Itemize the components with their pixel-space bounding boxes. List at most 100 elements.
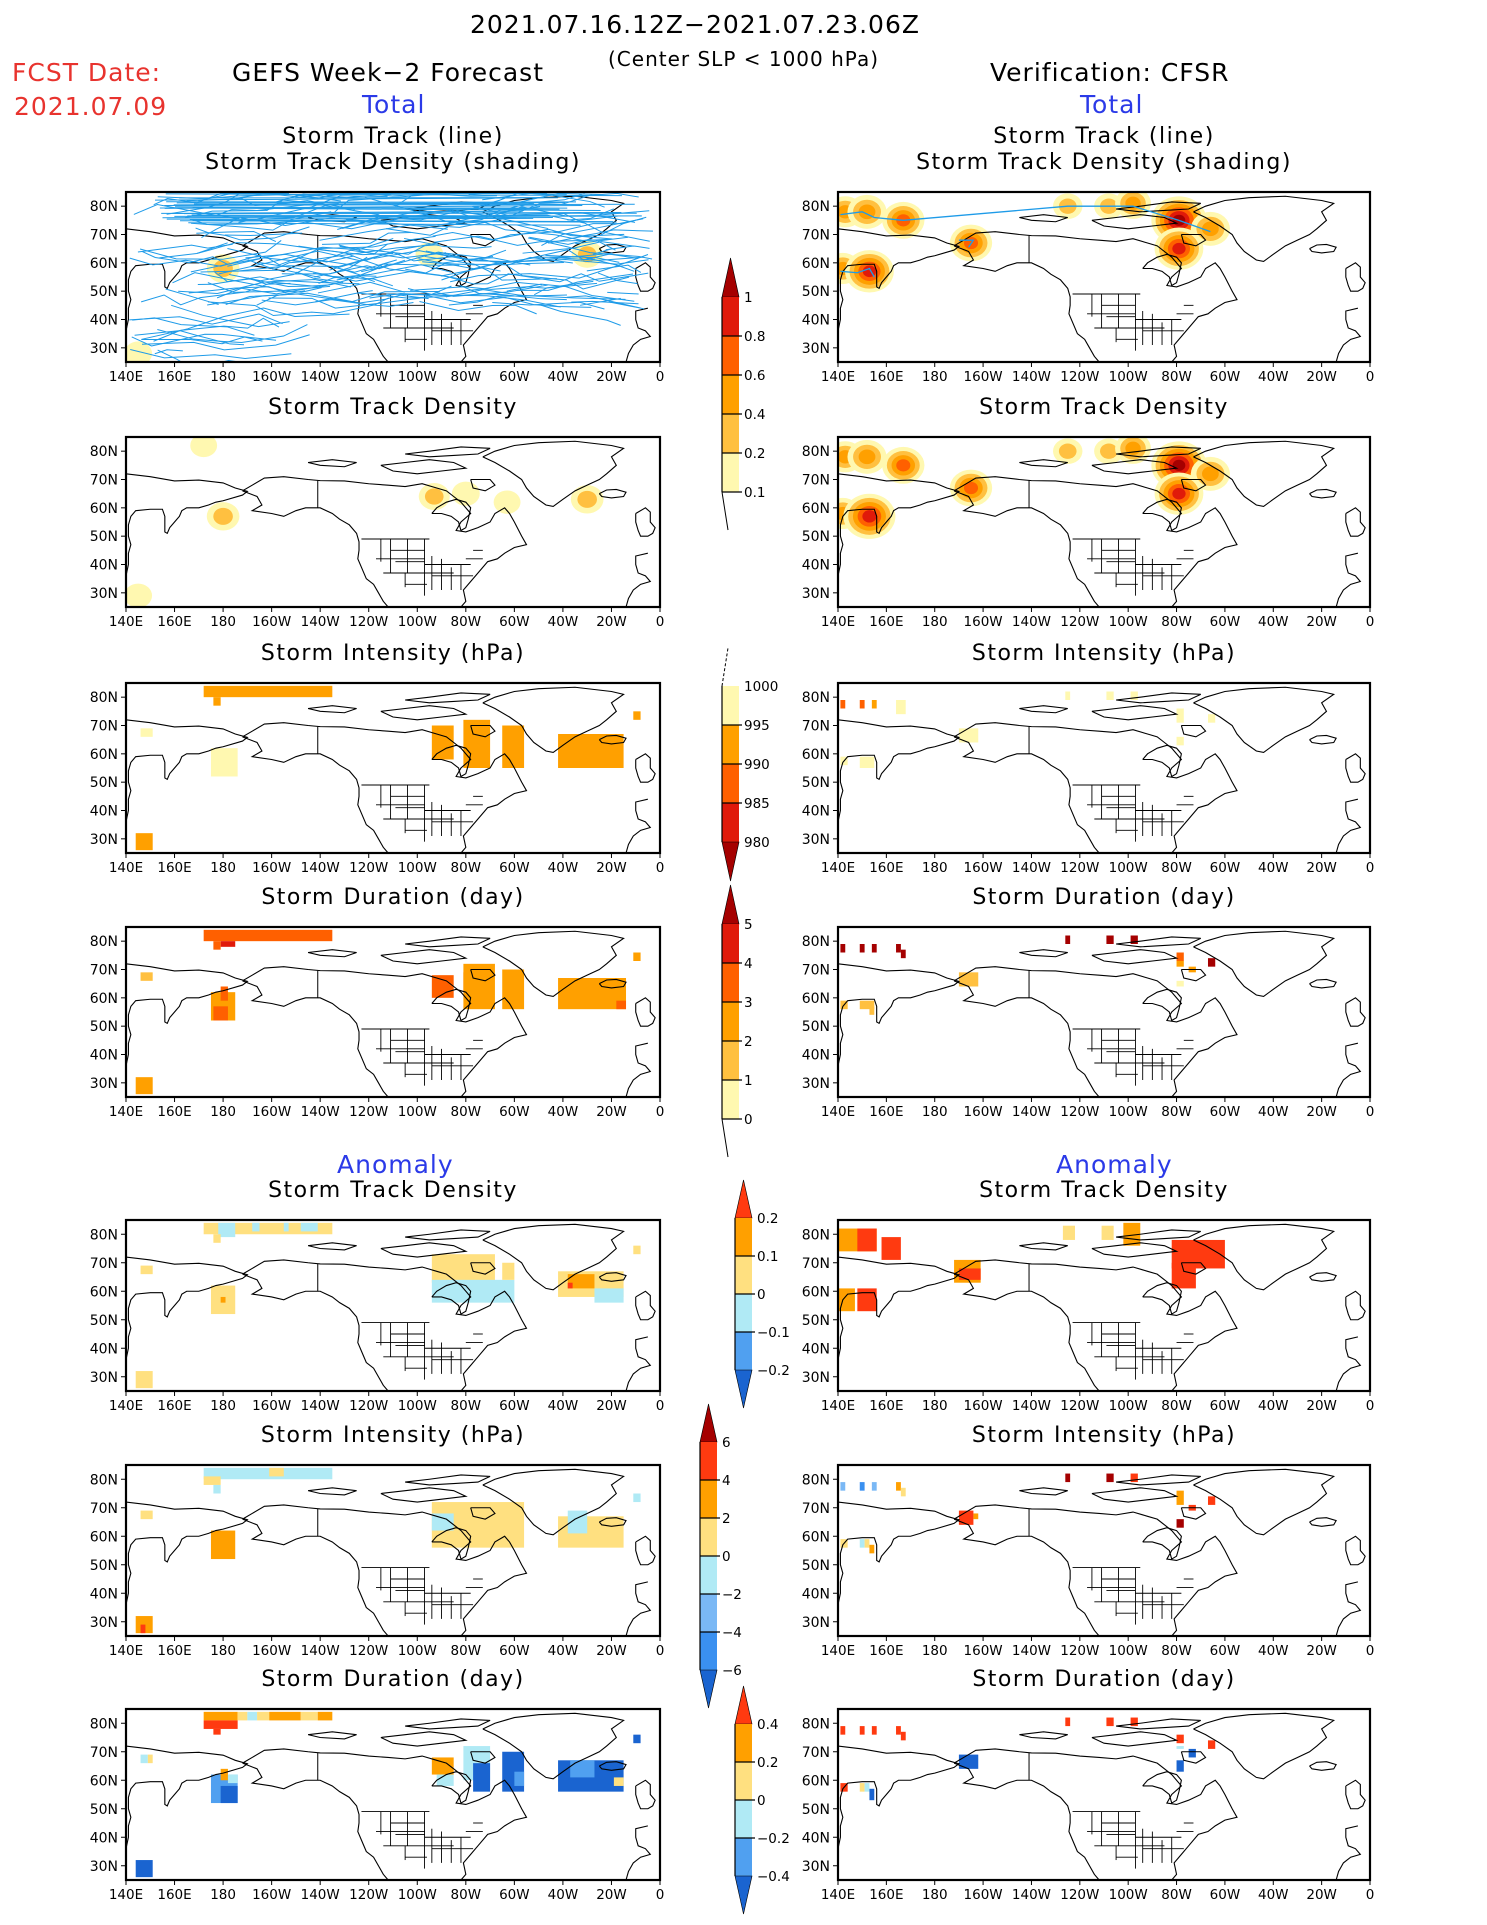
coastline bbox=[470, 233, 496, 247]
lon-tick-label: 140W bbox=[1012, 1643, 1051, 1659]
lon-tick-label: 80W bbox=[1161, 1887, 1192, 1903]
lon-tick-label: 20W bbox=[1306, 1887, 1337, 1903]
storm-track bbox=[129, 254, 261, 267]
coastline bbox=[307, 1731, 357, 1740]
storm-track bbox=[155, 197, 558, 201]
lon-tick-label: 140E bbox=[109, 1887, 143, 1903]
lon-tick-label: 120W bbox=[1060, 1398, 1099, 1414]
lon-tick-label: 160W bbox=[252, 1643, 291, 1659]
coastline bbox=[838, 719, 961, 822]
storm-track bbox=[445, 289, 524, 298]
lat-tick-label: 40N bbox=[90, 558, 118, 574]
colorbar-label: 1000 bbox=[744, 679, 778, 695]
lat-tick-label: 50N bbox=[802, 1313, 830, 1329]
grid-cell bbox=[473, 1763, 491, 1792]
lat-tick-label: 60N bbox=[90, 1284, 118, 1300]
storm-track bbox=[237, 258, 368, 272]
coastline bbox=[470, 1507, 496, 1520]
colorbar-label: −4 bbox=[722, 1625, 742, 1641]
coastline bbox=[635, 997, 656, 1027]
grid-cell bbox=[502, 969, 525, 1010]
map-panel-r3: 80N 70N 60N 50N 40N 30N 140E 160E 180 160W 140W 120… bbox=[802, 681, 1374, 876]
coastline bbox=[1142, 1527, 1182, 1560]
coastline bbox=[1180, 1751, 1207, 1764]
coastline bbox=[431, 1282, 472, 1315]
lon-tick-label: 40W bbox=[548, 369, 579, 385]
panel-title-l2: Storm Track Density bbox=[268, 395, 518, 420]
lat-tick-label: 80N bbox=[90, 1227, 118, 1243]
coastline bbox=[1180, 968, 1207, 982]
criterion-text: (Center SLP < 1000 hPa) bbox=[608, 47, 879, 71]
coastline bbox=[482, 930, 625, 998]
lon-tick-label: 160W bbox=[252, 1104, 291, 1120]
lon-tick-label: 120W bbox=[1060, 1643, 1099, 1659]
panel-title-r1-1: Storm Track (line) bbox=[993, 124, 1215, 149]
storm-track bbox=[528, 249, 639, 261]
coastline bbox=[242, 1762, 389, 1880]
storm-track bbox=[292, 235, 436, 262]
coastline bbox=[242, 966, 528, 1097]
lon-tick-label: 120W bbox=[349, 369, 388, 385]
coastline bbox=[1180, 478, 1207, 492]
map-panel-r1: 80N 70N 60N 50N 40N 30N 140E 160E 180 160W 140W 120… bbox=[802, 190, 1374, 385]
lat-tick-label: 50N bbox=[90, 775, 118, 791]
storm-track bbox=[142, 251, 228, 265]
storm-track bbox=[197, 276, 360, 286]
lon-tick-label: 80W bbox=[1161, 1643, 1192, 1659]
storm-track bbox=[256, 290, 306, 306]
panel-title-l7: Storm Duration (day) bbox=[261, 1667, 525, 1692]
lon-tick-label: 0 bbox=[1366, 1887, 1375, 1903]
storm-track bbox=[440, 267, 501, 277]
lon-tick-label: 100W bbox=[1109, 1104, 1148, 1120]
grid-cell bbox=[220, 1296, 226, 1303]
lat-tick-label: 40N bbox=[802, 1048, 830, 1064]
storm-track bbox=[134, 330, 245, 346]
lon-tick-label: 60W bbox=[499, 1398, 530, 1414]
grid-cell bbox=[140, 1510, 153, 1520]
lon-tick-label: 160E bbox=[157, 614, 191, 630]
storm-track bbox=[157, 324, 308, 344]
coastline bbox=[1142, 498, 1182, 532]
lon-tick-label: 160E bbox=[869, 860, 903, 876]
colorbar-duration-anom: 0.4 0.2 0 −0.2 −0.4 bbox=[734, 1685, 790, 1915]
storm-track bbox=[321, 231, 411, 245]
lon-tick-label: 140W bbox=[1012, 860, 1051, 876]
lon-tick-label: 100W bbox=[1109, 1398, 1148, 1414]
lat-tick-label: 80N bbox=[90, 690, 118, 706]
storm-track bbox=[171, 304, 290, 328]
lon-tick-label: 20W bbox=[596, 860, 627, 876]
lon-tick-label: 120W bbox=[349, 1887, 388, 1903]
grid-cell bbox=[1176, 1746, 1184, 1749]
coastline bbox=[470, 1751, 496, 1764]
map-panel-r4: 80N 70N 60N 50N 40N 30N 140E 160E 180 160W 140W 120… bbox=[802, 925, 1374, 1120]
lat-tick-label: 50N bbox=[90, 1019, 118, 1035]
storm-track bbox=[170, 210, 524, 214]
storm-track bbox=[319, 218, 549, 241]
lon-tick-label: 100W bbox=[1109, 860, 1148, 876]
grid-cell bbox=[237, 1711, 248, 1721]
colorbar-label: 0.2 bbox=[757, 1211, 778, 1227]
grid-cell bbox=[1176, 961, 1184, 967]
coastline bbox=[635, 1535, 656, 1566]
storm-track bbox=[207, 297, 389, 317]
storm-track bbox=[339, 244, 428, 255]
storm-track bbox=[172, 272, 331, 291]
storm-track bbox=[130, 349, 292, 360]
colorbar-arrow-bottom bbox=[699, 1669, 718, 1709]
colorbar-label: 0.4 bbox=[757, 1717, 778, 1733]
storm-track bbox=[552, 195, 605, 208]
coastline bbox=[1019, 459, 1068, 468]
colorbar-intensity-anom: 6 4 2 0 −2 −4 −6 bbox=[699, 1403, 742, 1709]
lon-tick-label: 100W bbox=[398, 860, 437, 876]
colorbar-swatch bbox=[722, 1002, 739, 1041]
coastline bbox=[431, 498, 472, 532]
lon-tick-label: 160W bbox=[252, 860, 291, 876]
lon-tick-label: 80W bbox=[1161, 614, 1192, 630]
grid-cell bbox=[220, 986, 228, 1001]
lon-tick-label: 180 bbox=[210, 1398, 236, 1414]
lon-tick-label: 160E bbox=[869, 1643, 903, 1659]
storm-track bbox=[605, 245, 650, 251]
map-frame bbox=[836, 925, 1372, 1099]
storm-track bbox=[180, 220, 617, 223]
